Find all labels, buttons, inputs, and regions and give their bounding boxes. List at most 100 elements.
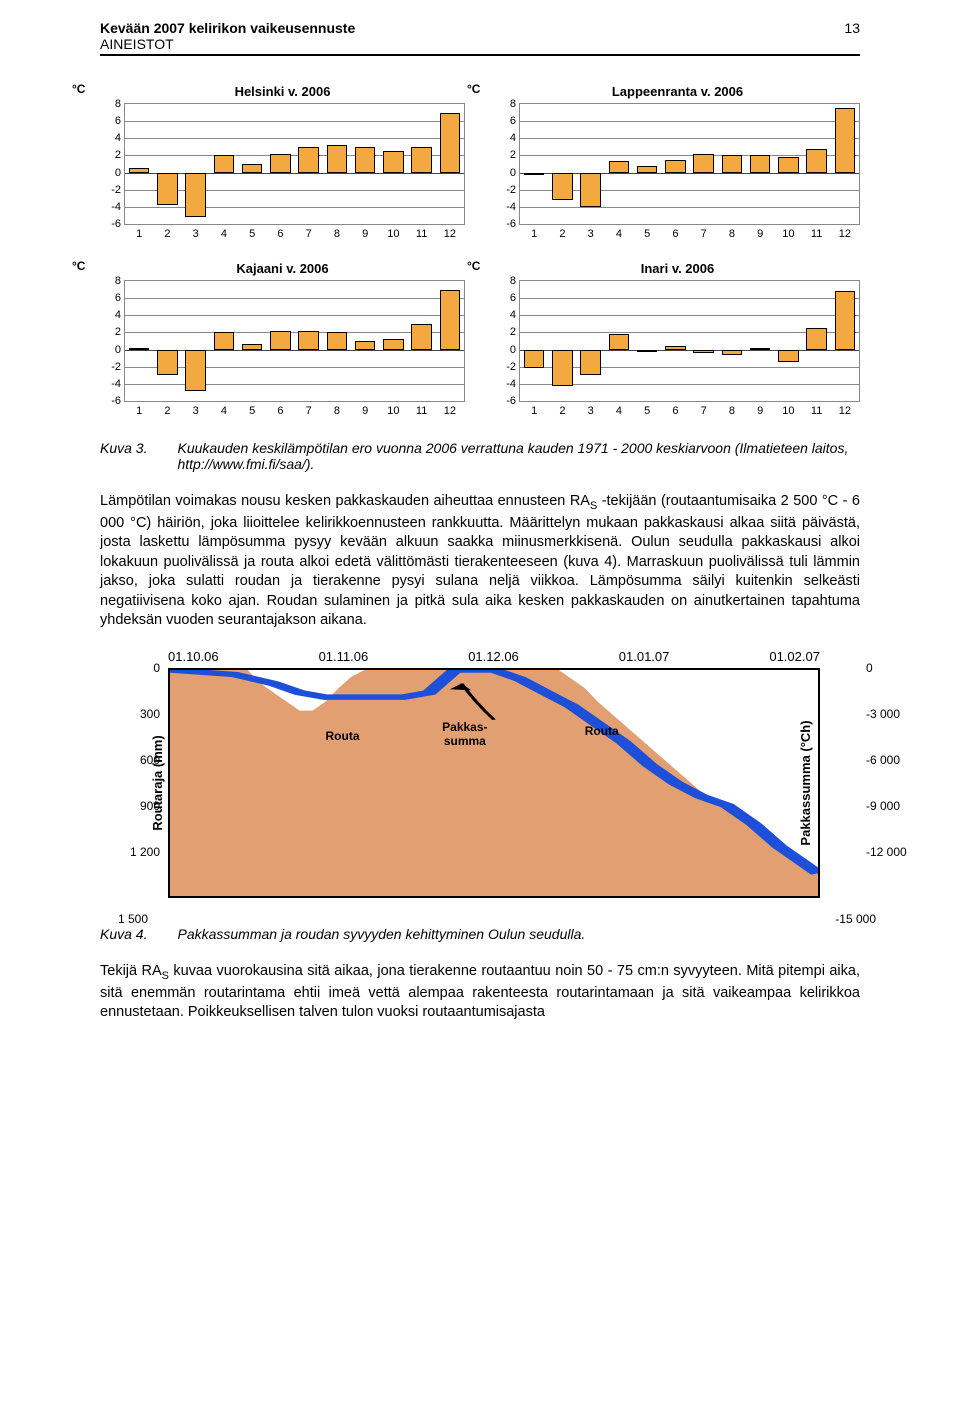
frost-svg bbox=[170, 670, 818, 896]
bar bbox=[750, 155, 770, 172]
bar bbox=[806, 328, 826, 349]
bar bbox=[270, 331, 290, 350]
x-tick-label: 3 bbox=[188, 228, 204, 240]
gridline bbox=[125, 384, 464, 385]
bar bbox=[580, 350, 600, 376]
bar bbox=[609, 334, 629, 349]
x-tick-label: 8 bbox=[329, 405, 345, 417]
x-tick-label: 2 bbox=[159, 405, 175, 417]
bar bbox=[722, 155, 742, 172]
header-left: Kevään 2007 kelirikon vaikeusennuste bbox=[100, 20, 355, 36]
y-tick-label: -2 bbox=[500, 361, 516, 373]
plot-inner: 86420-2-4-6123456789101112 bbox=[519, 280, 860, 402]
y-tick-label: 0 bbox=[105, 167, 121, 179]
x-tick-label: 5 bbox=[244, 405, 260, 417]
frost-x-tick: 01.11.06 bbox=[319, 649, 369, 664]
x-tick-label: 10 bbox=[385, 405, 401, 417]
gridline bbox=[125, 207, 464, 208]
bar bbox=[355, 341, 375, 350]
bar bbox=[665, 346, 685, 349]
frost-left-tick: 900 bbox=[118, 799, 160, 813]
x-tick-label: 3 bbox=[188, 405, 204, 417]
charts-grid: °CHelsinki v. 200686420-2-4-612345678910… bbox=[100, 84, 860, 420]
bar bbox=[665, 160, 685, 173]
bar bbox=[157, 350, 177, 376]
y-tick-label: 6 bbox=[105, 115, 121, 127]
bar bbox=[835, 291, 855, 349]
x-tick-label: 8 bbox=[329, 228, 345, 240]
chart-title: Lappeenranta v. 2006 bbox=[495, 84, 860, 99]
y-unit-label: °C bbox=[72, 259, 85, 273]
x-tick-label: 5 bbox=[244, 228, 260, 240]
gridline bbox=[125, 298, 464, 299]
header-title: Kevään 2007 kelirikon vaikeusennuste bbox=[100, 20, 355, 36]
y-tick-label: 4 bbox=[105, 132, 121, 144]
y-tick-label: 6 bbox=[105, 292, 121, 304]
x-tick-label: 4 bbox=[216, 405, 232, 417]
frost-right-tick: -9 000 bbox=[866, 799, 916, 813]
minichart-2: °CKajaani v. 200686420-2-4-6123456789101… bbox=[100, 261, 465, 420]
y-unit-label: °C bbox=[72, 82, 85, 96]
bar bbox=[693, 154, 713, 173]
frost-left-tick: 600 bbox=[118, 753, 160, 767]
x-tick-label: 1 bbox=[131, 228, 147, 240]
x-tick-label: 6 bbox=[667, 405, 683, 417]
bar bbox=[129, 168, 149, 172]
gridline bbox=[125, 315, 464, 316]
bar bbox=[524, 350, 544, 369]
x-tick-label: 10 bbox=[780, 228, 796, 240]
x-tick-label: 12 bbox=[837, 405, 853, 417]
y-tick-label: -4 bbox=[500, 201, 516, 213]
bar bbox=[129, 348, 149, 350]
gridline bbox=[520, 121, 859, 122]
x-tick-label: 8 bbox=[724, 228, 740, 240]
gridline bbox=[520, 298, 859, 299]
x-tick-label: 12 bbox=[442, 228, 458, 240]
bar bbox=[327, 332, 347, 349]
frost-x-tick: 01.10.06 bbox=[168, 649, 219, 664]
y-tick-label: 8 bbox=[500, 98, 516, 110]
bar bbox=[440, 113, 460, 173]
x-tick-label: 6 bbox=[667, 228, 683, 240]
bar bbox=[214, 332, 234, 349]
x-tick-label: 4 bbox=[216, 228, 232, 240]
plot-area: 86420-2-4-6123456789101112 bbox=[495, 280, 860, 420]
frost-left-tick: 1 500 bbox=[118, 912, 148, 926]
frost-right-tick: -3 000 bbox=[866, 707, 916, 721]
x-tick-label: 7 bbox=[301, 228, 317, 240]
bar bbox=[383, 339, 403, 349]
figure-3-caption: Kuva 3. Kuukauden keskilämpötilan ero vu… bbox=[100, 440, 860, 472]
y-tick-label: -4 bbox=[500, 378, 516, 390]
frost-annot-routa-1: Routa bbox=[326, 729, 360, 743]
x-tick-label: 9 bbox=[752, 405, 768, 417]
frost-annot-routa-2: Routa bbox=[585, 724, 619, 738]
bar bbox=[214, 155, 234, 172]
x-tick-label: 2 bbox=[554, 228, 570, 240]
bar bbox=[440, 290, 460, 350]
bar bbox=[242, 164, 262, 173]
bar bbox=[524, 173, 544, 175]
bar bbox=[355, 147, 375, 173]
bar bbox=[270, 154, 290, 173]
bar bbox=[552, 350, 572, 386]
header-rule bbox=[100, 54, 860, 56]
caption-4-text: Pakkassumman ja roudan syvyyden kehittym… bbox=[177, 926, 860, 942]
x-tick-label: 9 bbox=[357, 228, 373, 240]
x-tick-label: 11 bbox=[414, 405, 430, 417]
frost-right-tick: -12 000 bbox=[866, 845, 916, 859]
figure-4-caption: Kuva 4. Pakkassumman ja roudan syvyyden … bbox=[100, 926, 860, 942]
frost-left-axis-title: Routaraja (mm) bbox=[150, 735, 165, 830]
y-tick-label: 2 bbox=[105, 326, 121, 338]
frost-chart: 01.10.0601.11.0601.12.0601.01.0701.02.07… bbox=[100, 649, 860, 898]
bar bbox=[580, 173, 600, 207]
minichart-0: °CHelsinki v. 200686420-2-4-612345678910… bbox=[100, 84, 465, 243]
x-tick-label: 12 bbox=[442, 405, 458, 417]
bar bbox=[157, 173, 177, 206]
bar bbox=[637, 166, 657, 173]
bar bbox=[778, 157, 798, 172]
y-unit-label: °C bbox=[467, 259, 480, 273]
x-tick-label: 10 bbox=[385, 228, 401, 240]
x-tick-label: 6 bbox=[272, 405, 288, 417]
x-tick-label: 1 bbox=[526, 405, 542, 417]
plot-inner: 86420-2-4-6123456789101112 bbox=[124, 280, 465, 402]
